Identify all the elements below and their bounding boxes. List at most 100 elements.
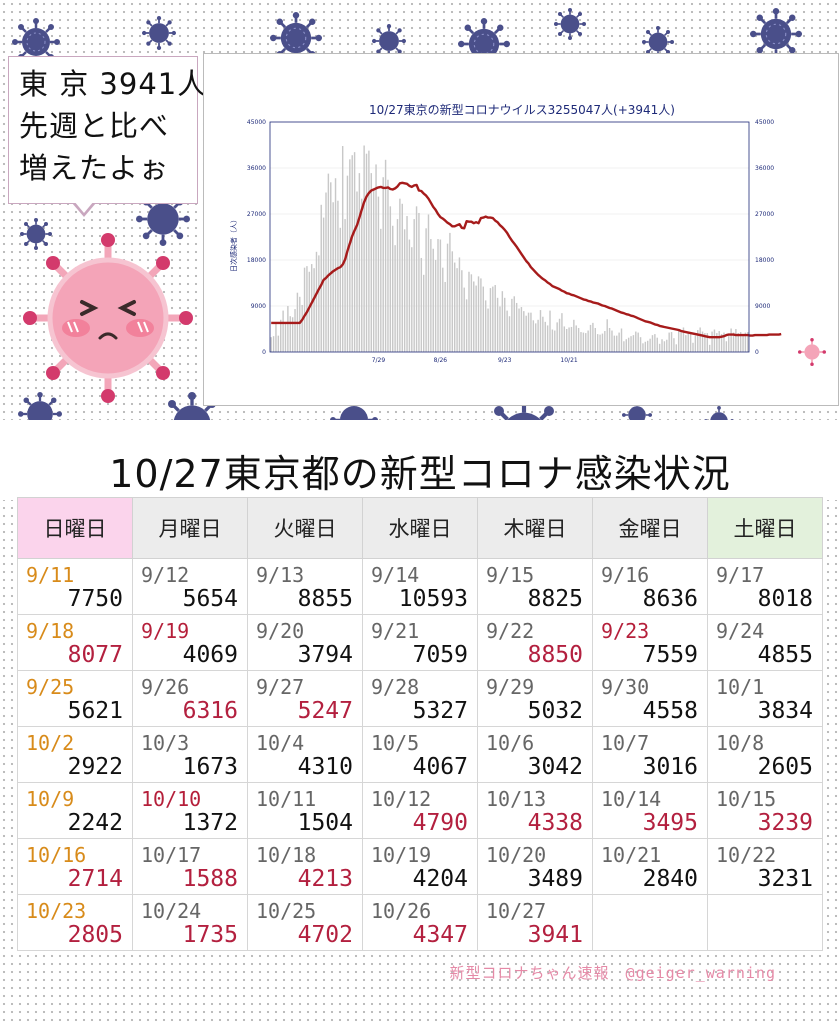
chart-bar — [563, 326, 566, 352]
cell-case-count: 4067 — [412, 754, 468, 780]
chart-bar — [744, 332, 747, 352]
cell-date: 9/16 — [601, 563, 650, 587]
chart-bar — [320, 204, 322, 352]
chart-bar — [487, 308, 489, 352]
chart-bar — [551, 329, 554, 352]
cell-case-count: 4790 — [412, 810, 468, 836]
cell-date: 9/19 — [141, 619, 190, 643]
cell-date: 9/18 — [26, 619, 75, 643]
chart-bar — [356, 191, 358, 352]
cell-case-count: 10593 — [398, 586, 468, 612]
chart-bar — [658, 343, 661, 352]
chart-bar — [465, 299, 468, 352]
chart-bar — [718, 331, 720, 352]
chart-bar — [596, 334, 599, 352]
chart-bar — [370, 173, 372, 352]
cell-date: 10/17 — [141, 843, 202, 867]
cell-date: 10/21 — [601, 843, 662, 867]
chart-bar — [568, 327, 570, 352]
cell-case-count: 7059 — [412, 642, 468, 668]
chart-bar — [327, 173, 330, 352]
chart-bar — [661, 339, 663, 352]
calendar-day-cell: 10/25 4702 — [247, 894, 363, 951]
chart-bar — [692, 342, 694, 352]
chart-bar — [339, 227, 342, 352]
chart-bar — [299, 296, 301, 352]
cell-date: 10/12 — [371, 787, 432, 811]
weekday-wednesday: 水曜日 — [362, 497, 478, 559]
chart-bar — [601, 333, 604, 352]
chart-bar — [377, 196, 380, 352]
chart-bar — [711, 331, 713, 352]
chart-bar — [630, 336, 632, 352]
chart-bar — [635, 331, 637, 352]
calendar-day-cell: 9/28 5327 — [362, 670, 478, 727]
chart-bar — [361, 198, 363, 352]
virus-icon — [372, 24, 406, 58]
calendar-day-cell: 9/15 8825 — [477, 558, 593, 615]
cell-date: 9/14 — [371, 563, 420, 587]
y-tick-label: 18000 — [247, 257, 266, 264]
chart-bar — [587, 330, 589, 352]
x-tick-label: 7/29 — [372, 357, 386, 364]
chart-bar — [549, 310, 551, 352]
chart-bar — [477, 276, 480, 352]
cell-case-count: 5032 — [527, 698, 583, 724]
chart-frame — [269, 121, 750, 353]
chart-bar — [723, 332, 725, 352]
chart-bar — [699, 327, 701, 352]
chart-bar — [346, 175, 349, 352]
chart-bar — [368, 150, 370, 352]
chart-bar — [680, 330, 682, 352]
calendar-day-cell — [592, 894, 708, 951]
chart-bar — [432, 248, 434, 352]
chart-bar — [494, 285, 496, 352]
cell-date: 10/3 — [141, 731, 190, 755]
chart-bar — [330, 182, 332, 352]
chart-bar — [289, 316, 291, 352]
infection-chart: 10/27東京の新型コロナウイルス3255047人(+3941人) 日次感染者（… — [229, 102, 782, 364]
chart-bar — [689, 332, 692, 352]
chart-bar — [608, 327, 611, 352]
chart-bar — [525, 315, 527, 352]
chart-bar — [739, 332, 742, 352]
chart-bar — [399, 198, 401, 352]
calendar-day-cell: 10/12 4790 — [362, 782, 478, 839]
chart-bar — [453, 262, 456, 352]
chart-bar — [444, 281, 446, 352]
chart-bar — [420, 257, 423, 352]
chart-bar — [341, 146, 344, 352]
cell-date: 9/12 — [141, 563, 190, 587]
chart-bar — [492, 286, 494, 352]
chart-bar — [701, 331, 704, 352]
chart-bar — [349, 159, 351, 352]
cell-date: 9/22 — [486, 619, 535, 643]
cell-date: 9/29 — [486, 675, 535, 699]
calendar-day-cell: 9/26 6316 — [132, 670, 248, 727]
calendar-day-cell: 10/14 3495 — [592, 782, 708, 839]
chart-bar — [651, 335, 654, 352]
cell-date: 9/28 — [371, 675, 420, 699]
chart-bar — [470, 274, 473, 352]
cell-case-count: 1673 — [182, 754, 238, 780]
chart-bar — [637, 332, 639, 352]
chart-bar — [306, 266, 308, 352]
cell-case-count: 6316 — [182, 698, 238, 724]
chart-bar — [389, 206, 392, 352]
cell-case-count: 7559 — [642, 642, 698, 668]
cell-case-count: 5621 — [67, 698, 123, 724]
chart-bar — [620, 328, 623, 352]
cell-case-count: 2242 — [67, 810, 123, 836]
x-tick-label: 10/21 — [560, 357, 577, 364]
chart-bar — [451, 251, 454, 352]
chart-bar — [706, 333, 709, 352]
chart-bar — [713, 329, 716, 352]
chart-bar — [415, 206, 418, 352]
chart-bar — [403, 229, 406, 352]
chart-bar — [313, 268, 315, 352]
cell-date: 10/8 — [716, 731, 765, 755]
cell-date: 10/7 — [601, 731, 650, 755]
calendar-day-cell: 10/16 2714 — [17, 838, 133, 895]
chart-bar — [625, 339, 627, 352]
chart-bar — [685, 335, 687, 352]
